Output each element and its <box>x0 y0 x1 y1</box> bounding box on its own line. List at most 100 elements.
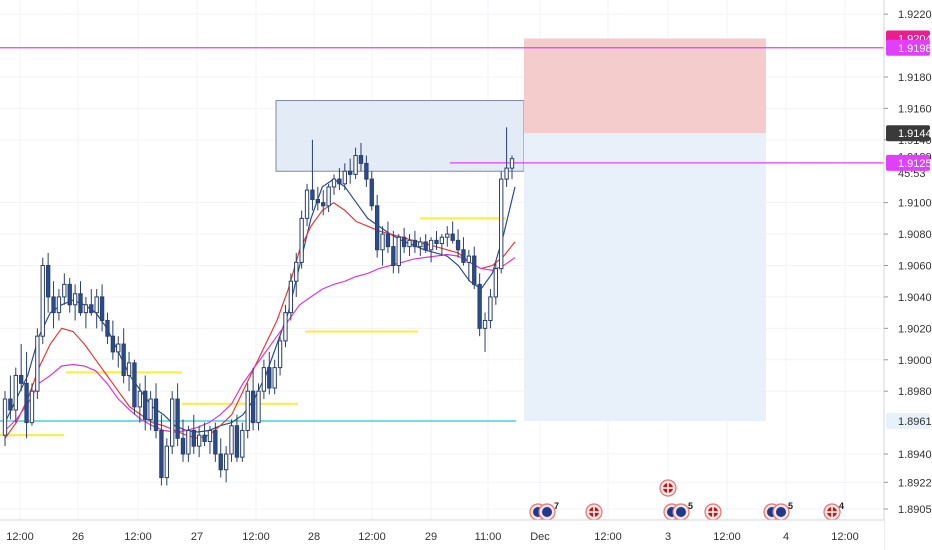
candle <box>321 190 326 216</box>
candle-body <box>504 167 509 180</box>
candle-body <box>213 429 218 455</box>
economic-event-marker[interactable]: 4 <box>823 501 844 521</box>
economic-event-marker[interactable]: 7 <box>529 501 559 521</box>
candle <box>261 359 267 400</box>
zone-stop <box>524 38 766 134</box>
time-axis[interactable]: 12:00 26 12:00 27 12:00 28 12:00 29 11:00 Dec 12:0… <box>0 519 884 550</box>
candle <box>277 336 283 376</box>
event-markers[interactable]: 7 5 5 4 <box>529 479 844 521</box>
candle <box>331 174 337 195</box>
candle-body <box>331 178 337 188</box>
candle-body <box>326 186 331 207</box>
candle <box>164 438 169 486</box>
price-badges: 1.920451.919861.914421.9129445:531.91253… <box>886 30 932 430</box>
time-tick-label: 12:00 <box>594 531 622 543</box>
candle-body <box>180 437 186 455</box>
candle <box>62 273 67 305</box>
candle <box>223 446 229 483</box>
candle <box>477 273 482 337</box>
candle <box>72 284 78 321</box>
candle-body <box>186 429 191 455</box>
zone-target <box>524 133 766 422</box>
candle-body <box>288 280 294 314</box>
candle-body <box>191 429 196 447</box>
candle <box>461 237 466 266</box>
economic-event-marker[interactable]: 5 <box>763 501 793 521</box>
candle <box>401 227 407 253</box>
price-tick-label: 1.92200 <box>898 9 932 21</box>
time-tick-label: 27 <box>191 531 203 543</box>
candle <box>326 183 331 213</box>
candle <box>234 414 240 462</box>
price-tick-label: 1.89800 <box>898 386 932 398</box>
candle-body <box>461 249 466 263</box>
candle <box>19 344 24 392</box>
time-tick-label: 3 <box>665 531 671 543</box>
economic-event-marker[interactable] <box>585 503 603 521</box>
candle <box>256 383 261 431</box>
candle-body <box>385 233 391 248</box>
candle-body <box>72 293 78 306</box>
candle <box>143 375 148 431</box>
candle-body <box>78 293 83 314</box>
economic-event-marker[interactable] <box>659 479 677 497</box>
candle <box>439 234 445 257</box>
candle-body <box>450 233 455 241</box>
candle <box>423 234 428 253</box>
event-count: 5 <box>788 501 793 511</box>
economic-event-marker[interactable]: 5 <box>663 501 693 521</box>
candle-body <box>477 283 482 329</box>
candle <box>116 336 121 368</box>
time-tick-label: 4 <box>783 531 789 543</box>
candle-body <box>51 296 56 314</box>
event-count: 4 <box>839 501 844 511</box>
candle-body <box>499 178 504 270</box>
candle <box>493 262 498 305</box>
candle <box>191 414 196 455</box>
candle <box>337 168 342 191</box>
flag-nz-icon <box>542 507 552 517</box>
candle <box>202 422 207 447</box>
candle <box>482 312 488 352</box>
candle-body <box>164 445 169 479</box>
candle-body <box>310 189 315 201</box>
time-tick-label: 12:00 <box>124 531 152 543</box>
candle <box>250 367 256 431</box>
price-badge <box>886 39 930 56</box>
candle <box>288 273 294 321</box>
candle-body <box>439 236 445 245</box>
candle <box>196 425 202 458</box>
candle <box>391 230 396 274</box>
time-tick-label: 11:00 <box>475 531 502 543</box>
candles <box>2 127 515 486</box>
candle <box>504 127 509 187</box>
candle <box>170 391 175 455</box>
economic-event-marker[interactable] <box>704 503 722 521</box>
candle <box>186 425 191 462</box>
candle-body <box>196 434 202 447</box>
candle-body <box>126 362 132 376</box>
candle-body <box>105 319 110 337</box>
event-count: 5 <box>688 501 693 511</box>
price-axis[interactable]: 1.922001.918001.916001.914001.910001.908… <box>883 0 932 550</box>
candle <box>175 383 180 447</box>
candle-body <box>466 255 472 263</box>
candle-body <box>13 374 18 411</box>
candle-body <box>299 217 304 263</box>
candle <box>455 229 461 258</box>
candle-body <box>245 390 250 431</box>
candle-body <box>283 312 288 342</box>
candle-body <box>423 241 428 251</box>
zone-supply <box>275 100 525 172</box>
candle <box>267 351 272 395</box>
candle <box>466 249 472 282</box>
candle <box>40 257 45 345</box>
candle-body <box>337 178 342 185</box>
candle-body <box>353 155 358 175</box>
candle-body <box>294 261 299 282</box>
candle-body <box>369 178 374 207</box>
candle-body <box>56 296 62 314</box>
candle-body <box>434 239 439 245</box>
candle <box>110 320 116 360</box>
